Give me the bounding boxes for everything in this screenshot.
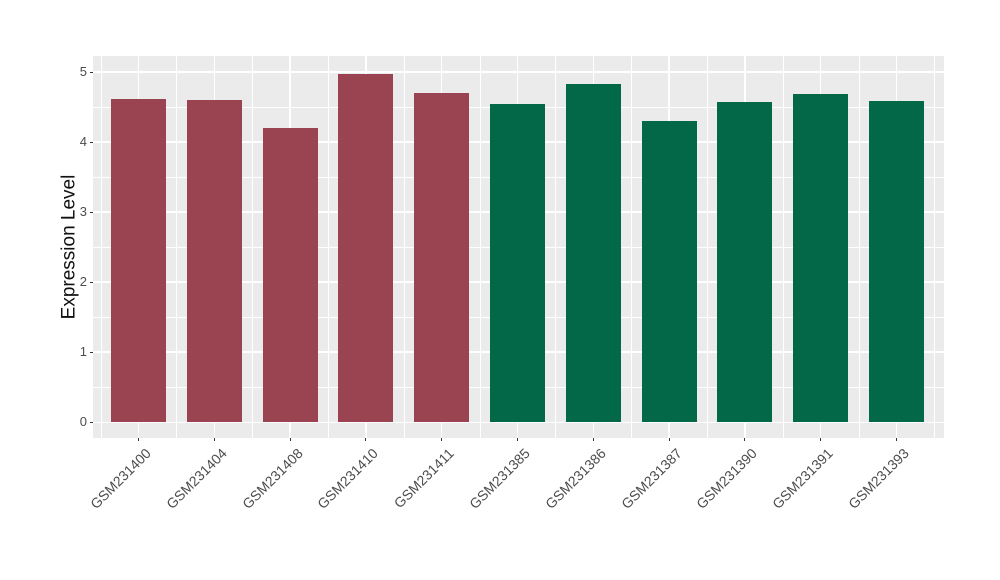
minor-gridline-vertical [252,56,253,438]
x-tick-label: GSM231390 [693,445,761,512]
x-tick-mark [365,438,367,441]
x-tick-mark [517,438,518,441]
bar-GSM231393 [869,100,924,423]
bar-GSM231408 [262,128,318,423]
x-tick-mark [592,438,594,441]
bar-GSM231410 [338,74,394,423]
y-tick-mark [90,71,93,73]
y-tick-label: 1 [79,344,87,360]
x-tick-label: GSM231386 [541,445,609,512]
x-tick-label: GSM231391 [769,445,837,512]
y-tick-mark [90,141,93,143]
x-tick-mark [896,438,897,441]
y-tick-label: 2 [79,274,87,290]
x-tick-mark [668,438,670,441]
bar-GSM231387 [641,121,697,423]
minor-gridline-vertical [328,56,329,438]
minor-gridline-vertical [479,56,481,438]
bar-GSM231386 [565,83,621,423]
bar-GSM231411 [414,93,470,423]
minor-gridline-vertical [858,56,860,438]
x-tick-mark [138,438,139,441]
y-tick-label: 4 [79,134,87,150]
minor-gridline-vertical [782,56,784,438]
y-tick-mark [90,421,93,423]
y-tick-label: 0 [79,414,87,430]
major-gridline-horizontal [93,71,944,73]
minor-gridline-vertical [176,56,178,438]
y-tick-label: 3 [79,204,87,220]
x-tick-mark [441,438,443,441]
x-tick-label: GSM231411 [390,445,458,512]
y-tick-label: 5 [79,64,87,79]
minor-gridline-vertical [100,56,102,438]
minor-gridline-vertical [707,56,708,438]
y-axis-title: Expression Level [58,56,80,438]
x-tick-label: GSM231410 [314,445,382,512]
y-tick-mark [90,281,93,283]
x-tick-label: GSM231400 [86,445,154,512]
major-gridline-horizontal [93,421,944,424]
y-tick-mark [90,351,93,353]
bar-GSM231390 [717,102,773,423]
x-tick-mark [213,438,215,441]
x-tick-mark [289,438,291,441]
minor-gridline-vertical [403,56,405,438]
x-tick-label: GSM231408 [238,445,306,512]
x-tick-label: GSM231387 [617,445,685,512]
x-tick-label: GSM231385 [465,445,533,512]
y-tick-mark [90,211,93,213]
x-tick-label: GSM231393 [844,445,912,512]
bar-GSM231404 [186,100,242,423]
x-tick-mark [744,438,746,441]
minor-gridline-vertical [934,56,936,438]
bar-GSM231391 [793,93,849,423]
bar-GSM231385 [490,103,545,423]
minor-gridline-vertical [631,56,632,438]
x-tick-mark [820,438,822,441]
minor-gridline-vertical [555,56,557,438]
x-tick-label: GSM231404 [162,445,230,512]
y-axis-title-text: Expression Level [58,174,80,320]
plot-panel [93,56,944,438]
bar-GSM231400 [111,99,166,423]
